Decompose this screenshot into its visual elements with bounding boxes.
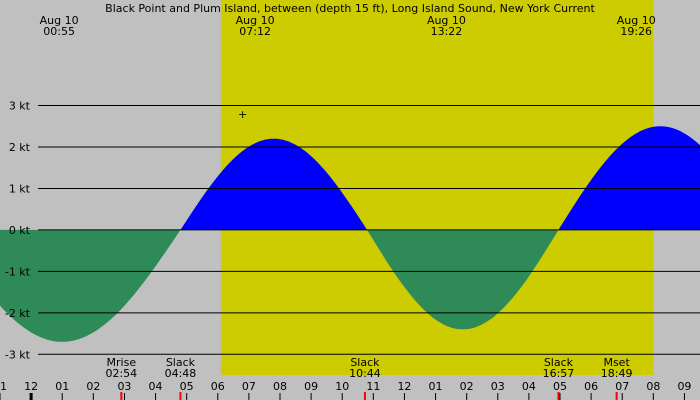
hour-tick-label: 11	[0, 380, 7, 393]
ebb-current-area	[367, 229, 559, 330]
peak-date-label: Aug 10	[427, 14, 466, 27]
event-name-label: Slack	[166, 356, 196, 369]
ebb-current-area	[0, 229, 181, 342]
event-time-label: 04:48	[165, 367, 197, 380]
event-name-label: Mrise	[107, 356, 137, 369]
peak-time-label: 13:22	[431, 25, 463, 38]
event-time-label: 10:44	[349, 367, 381, 380]
hour-tick-label: 08	[273, 380, 287, 393]
hour-tick-label: 05	[180, 380, 194, 393]
peak-time-label: 19:26	[620, 25, 652, 38]
hour-tick-label: 05	[553, 380, 567, 393]
hour-tick-label: 12	[24, 380, 38, 393]
peak-time-label: 07:12	[239, 25, 271, 38]
hour-tick-label: 02	[460, 380, 474, 393]
hour-tick-label: 06	[211, 380, 225, 393]
hour-tick-label: 04	[522, 380, 536, 393]
hour-tick-label: 08	[646, 380, 660, 393]
y-tick-label: -2 kt	[5, 307, 31, 320]
hour-tick-label: 12	[397, 380, 411, 393]
y-tick-label: -1 kt	[5, 265, 31, 278]
hour-tick-label: 09	[677, 380, 691, 393]
event-time-label: 16:57	[543, 367, 575, 380]
chart-title: Black Point and Plum Island, between (de…	[105, 2, 595, 15]
peak-date-label: Aug 10	[236, 14, 275, 27]
peak-time-label: 00:55	[43, 25, 75, 38]
flood-areas	[180, 126, 700, 230]
hour-tick-label: 03	[117, 380, 131, 393]
flood-current-area	[180, 138, 368, 230]
y-tick-label: 0 kt	[9, 224, 31, 237]
y-tick-label: 2 kt	[9, 141, 31, 154]
hour-axis: 11 12 01 02 03 04 05 06 07 08 09 10 11 12 01 02 03 04 05 06…	[0, 380, 691, 400]
event-name-label: Slack	[544, 356, 574, 369]
peak-cross-marker: +	[238, 108, 247, 121]
hour-tick-label: 07	[615, 380, 629, 393]
y-tick-label: -3 kt	[5, 348, 31, 361]
ebb-areas	[0, 229, 559, 342]
flood-current-area	[558, 126, 700, 230]
event-name-label: Slack	[350, 356, 380, 369]
y-tick-labels: 3 kt 2 kt 1 kt 0 kt -1 kt -2 kt -3 kt	[5, 100, 31, 362]
event-time-label: 02:54	[105, 367, 137, 380]
hour-tick-label: 01	[429, 380, 443, 393]
y-tick-label: 1 kt	[9, 182, 31, 195]
peak-date-label: Aug 10	[617, 14, 656, 27]
hour-tick-label: 04	[149, 380, 163, 393]
y-tick-label: 3 kt	[9, 100, 31, 113]
hour-tick-label: 03	[491, 380, 505, 393]
hour-tick-label: 11	[366, 380, 380, 393]
hour-tick-label: 01	[55, 380, 69, 393]
event-time-label: 18:49	[601, 367, 633, 380]
hour-tick-label: 10	[335, 380, 349, 393]
event-name-label: Mset	[603, 356, 630, 369]
hour-tick-label: 07	[242, 380, 256, 393]
hour-tick-label: 09	[304, 380, 318, 393]
hour-tick-label: 02	[86, 380, 100, 393]
event-labels: Mrise02:54Slack04:48Slack10:44Slack16:57…	[105, 356, 632, 400]
peak-date-label: Aug 10	[40, 14, 79, 27]
hour-tick-label: 06	[584, 380, 598, 393]
gridlines	[38, 105, 700, 355]
